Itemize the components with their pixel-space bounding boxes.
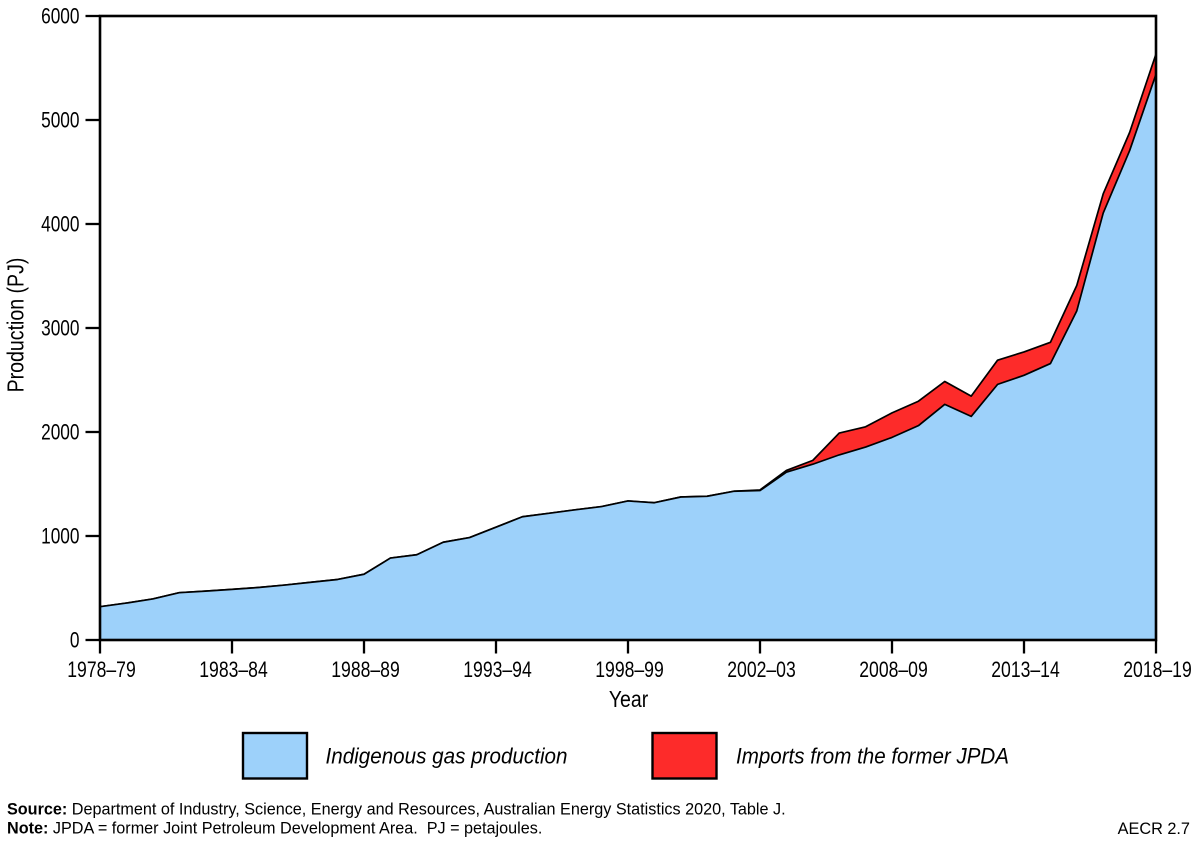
svg-text:6000: 6000 <box>41 5 79 29</box>
svg-text:4000: 4000 <box>41 213 79 237</box>
svg-text:2018–19: 2018–19 <box>1123 658 1191 682</box>
svg-text:1998–99: 1998–99 <box>595 658 663 682</box>
svg-text:1993–94: 1993–94 <box>463 658 531 682</box>
svg-text:2000: 2000 <box>41 421 79 445</box>
svg-text:3000: 3000 <box>41 317 79 341</box>
svg-text:2002–03: 2002–03 <box>727 658 795 682</box>
svg-text:1983–84: 1983–84 <box>199 658 267 682</box>
svg-text:1988–89: 1988–89 <box>331 658 399 682</box>
svg-text:1000: 1000 <box>41 525 79 549</box>
svg-text:1978–79: 1978–79 <box>67 658 135 682</box>
svg-text:AECR 2.7: AECR 2.7 <box>1118 820 1190 838</box>
svg-text:Source: Department of Industry: Source: Department of Industry, Science,… <box>7 800 786 818</box>
svg-text:Production (PJ): Production (PJ) <box>2 258 29 393</box>
svg-text:2013–14: 2013–14 <box>991 658 1059 682</box>
svg-text:0: 0 <box>70 629 80 653</box>
svg-text:Year: Year <box>609 685 648 712</box>
svg-text:5000: 5000 <box>41 109 79 133</box>
svg-text:2008–09: 2008–09 <box>859 658 927 682</box>
svg-text:Indigenous gas production: Indigenous gas production <box>326 744 568 769</box>
svg-text:Imports from the former JPDA: Imports from the former JPDA <box>736 744 1009 769</box>
svg-text:Note: JPDA = former Joint Petr: Note: JPDA = former Joint Petroleum Deve… <box>7 820 542 838</box>
